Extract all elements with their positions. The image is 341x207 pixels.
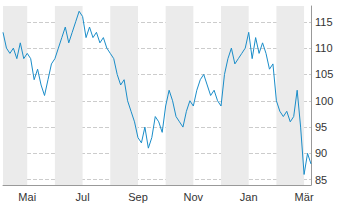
svg-text:105: 105 — [315, 68, 333, 80]
svg-text:95: 95 — [315, 121, 327, 133]
svg-text:Mär: Mär — [295, 191, 314, 203]
svg-text:115: 115 — [315, 16, 333, 28]
svg-text:Jul: Jul — [76, 191, 90, 203]
svg-text:110: 110 — [315, 42, 333, 54]
svg-text:Sep: Sep — [128, 191, 148, 203]
svg-text:85: 85 — [315, 174, 327, 186]
svg-text:90: 90 — [315, 147, 327, 159]
svg-text:100: 100 — [315, 95, 333, 107]
svg-text:Mai: Mai — [18, 191, 36, 203]
svg-text:Jan: Jan — [240, 191, 258, 203]
svg-text:Nov: Nov — [184, 191, 204, 203]
